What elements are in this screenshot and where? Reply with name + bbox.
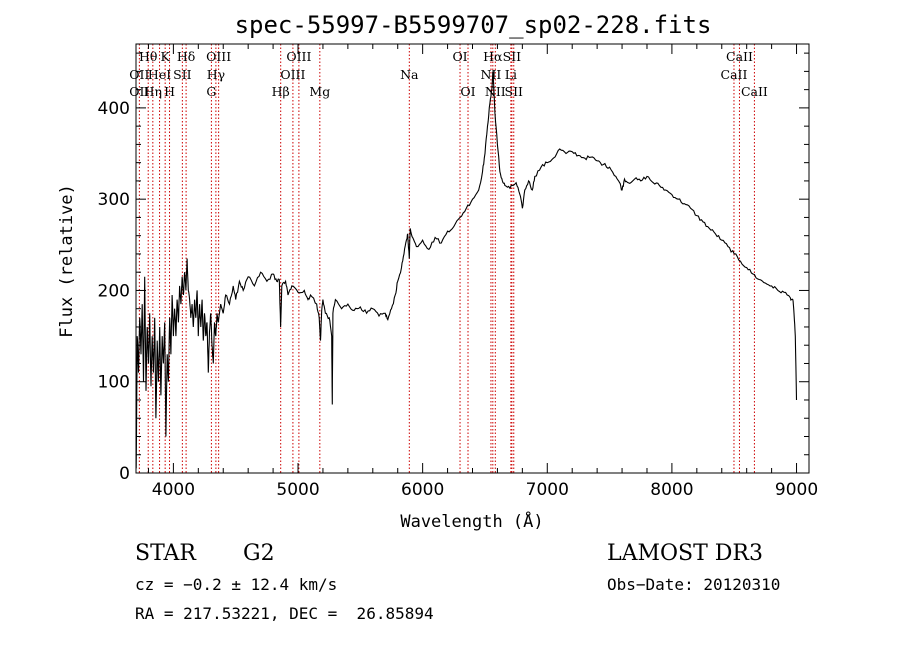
y-tick-label: 0 bbox=[119, 464, 130, 484]
line-label: HeI bbox=[148, 67, 171, 82]
y-tick-label: 200 bbox=[98, 281, 130, 301]
y-tick-label: 400 bbox=[98, 99, 130, 119]
x-tick-label: 6000 bbox=[401, 480, 444, 500]
x-tick-label: 8000 bbox=[650, 480, 693, 500]
line-label: Hη bbox=[144, 84, 162, 99]
y-tick-label: 300 bbox=[98, 190, 130, 210]
line-label: Hβ bbox=[272, 84, 290, 99]
axis-tick-labels: 4000 5000 6000 7000 8000 9000 0 100 200 300 400 bbox=[98, 99, 819, 500]
spectrum-series bbox=[135, 71, 798, 469]
x-tick-label: 5000 bbox=[276, 480, 319, 500]
line-label: OII bbox=[129, 67, 149, 82]
line-label: Hα bbox=[483, 49, 503, 64]
spectral-line-markers bbox=[138, 44, 755, 473]
line-label: Mg bbox=[309, 84, 330, 99]
line-label: CaII bbox=[721, 67, 748, 82]
line-label: NII bbox=[485, 84, 506, 99]
line-label: OI bbox=[452, 49, 467, 64]
observation-date: Obs−Date: 20120310 bbox=[607, 575, 781, 594]
plot-frame bbox=[135, 43, 810, 474]
line-label: OIII bbox=[280, 67, 305, 82]
chart-title: spec-55997-B5599707_sp02-228.fits bbox=[235, 11, 712, 39]
x-tick-label: 7000 bbox=[526, 480, 569, 500]
line-label: SII bbox=[173, 67, 192, 82]
line-label: Li bbox=[505, 67, 517, 82]
survey-name: LAMOST DR3 bbox=[607, 541, 763, 566]
y-axis-label: Flux (relative) bbox=[57, 184, 77, 338]
line-label: CaII bbox=[741, 84, 768, 99]
axis-ticks bbox=[136, 44, 809, 474]
line-label: CaII bbox=[726, 49, 753, 64]
line-label: NII bbox=[481, 67, 502, 82]
line-label: K bbox=[160, 49, 170, 64]
x-axis-label: Wavelength (Å) bbox=[400, 510, 543, 532]
object-subclass: G2 bbox=[243, 541, 275, 566]
y-tick-label: 100 bbox=[98, 373, 130, 393]
line-label: OIII bbox=[286, 49, 311, 64]
x-tick-label: 9000 bbox=[775, 480, 818, 500]
redshift-value: cz = −0.2 ± 12.4 km/s bbox=[135, 575, 338, 594]
line-label: G bbox=[206, 84, 216, 99]
line-label: Na bbox=[400, 67, 419, 82]
line-label: OII bbox=[129, 84, 149, 99]
object-class: STAR bbox=[135, 541, 196, 566]
line-label: SII bbox=[503, 49, 522, 64]
line-label: Hδ bbox=[177, 49, 195, 64]
coordinates: RA = 217.53221, DEC = 26.85894 bbox=[135, 604, 434, 623]
line-label: H bbox=[164, 84, 175, 99]
line-label: SII bbox=[505, 84, 524, 99]
line-label: OI bbox=[460, 84, 475, 99]
line-label: OIII bbox=[206, 49, 231, 64]
line-label: Hθ bbox=[139, 49, 157, 64]
x-tick-label: 4000 bbox=[152, 480, 195, 500]
line-label: Hγ bbox=[207, 67, 225, 82]
